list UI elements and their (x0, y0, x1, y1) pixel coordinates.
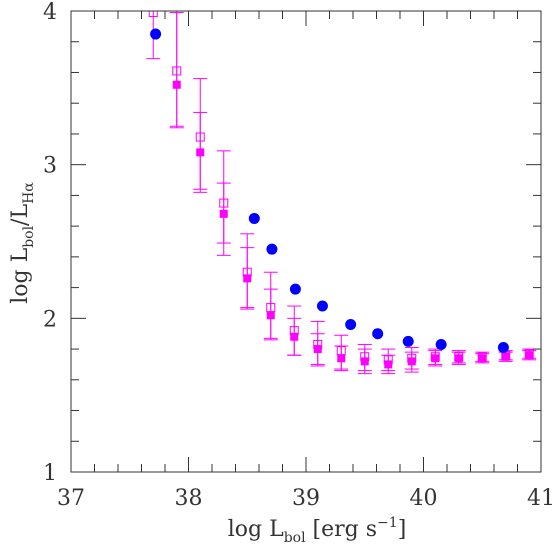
y-tick-label: 4 (43, 0, 57, 25)
x-axis-label: log Lbol [erg s−1] (228, 515, 407, 546)
filled-square-point (313, 345, 322, 354)
open-square-point (148, 11, 158, 18)
filled-circle-point (435, 338, 447, 350)
filled-square-point (172, 80, 181, 89)
filled-square-point (337, 354, 346, 363)
filled-circle-point (345, 318, 357, 330)
filled-circle-point (266, 243, 278, 255)
filled-square-point (454, 354, 463, 363)
filled-square-point (290, 332, 299, 341)
filled-circle-point (372, 328, 384, 340)
filled-circle-point (150, 28, 162, 40)
filled-square-point (431, 354, 440, 363)
filled-square-point (478, 354, 487, 363)
filled-circle-point (248, 212, 260, 224)
filled-circle-point (402, 335, 414, 347)
filled-square-point (384, 360, 393, 369)
filled-square-point (360, 357, 369, 366)
plot-area (146, 11, 537, 375)
filled-square-point (219, 209, 228, 218)
x-tick-label: 38 (175, 486, 203, 511)
filled-circle-point (289, 283, 301, 295)
filled-square-point (525, 351, 534, 360)
filled-square-point (196, 148, 205, 157)
y-tick-label: 3 (43, 154, 57, 179)
filled-circle-point (316, 300, 328, 312)
x-tick-label: 40 (410, 486, 438, 511)
x-tick-label: 41 (527, 486, 552, 511)
filled-square-point (407, 357, 416, 366)
y-tick-label: 2 (43, 307, 57, 332)
y-tick-label: 1 (43, 461, 57, 486)
filled-square-point (266, 311, 275, 320)
filled-circle-point (497, 342, 509, 354)
y-axis-label: log Lbol/LHα (8, 182, 37, 304)
plot-frame (70, 10, 542, 473)
x-tick-label: 39 (292, 486, 320, 511)
axes: 37 38 39 40 41 1 2 3 4 (43, 0, 552, 511)
filled-square-point (243, 274, 252, 283)
x-tick-label: 37 (57, 486, 85, 511)
filled-square-point (501, 352, 510, 361)
